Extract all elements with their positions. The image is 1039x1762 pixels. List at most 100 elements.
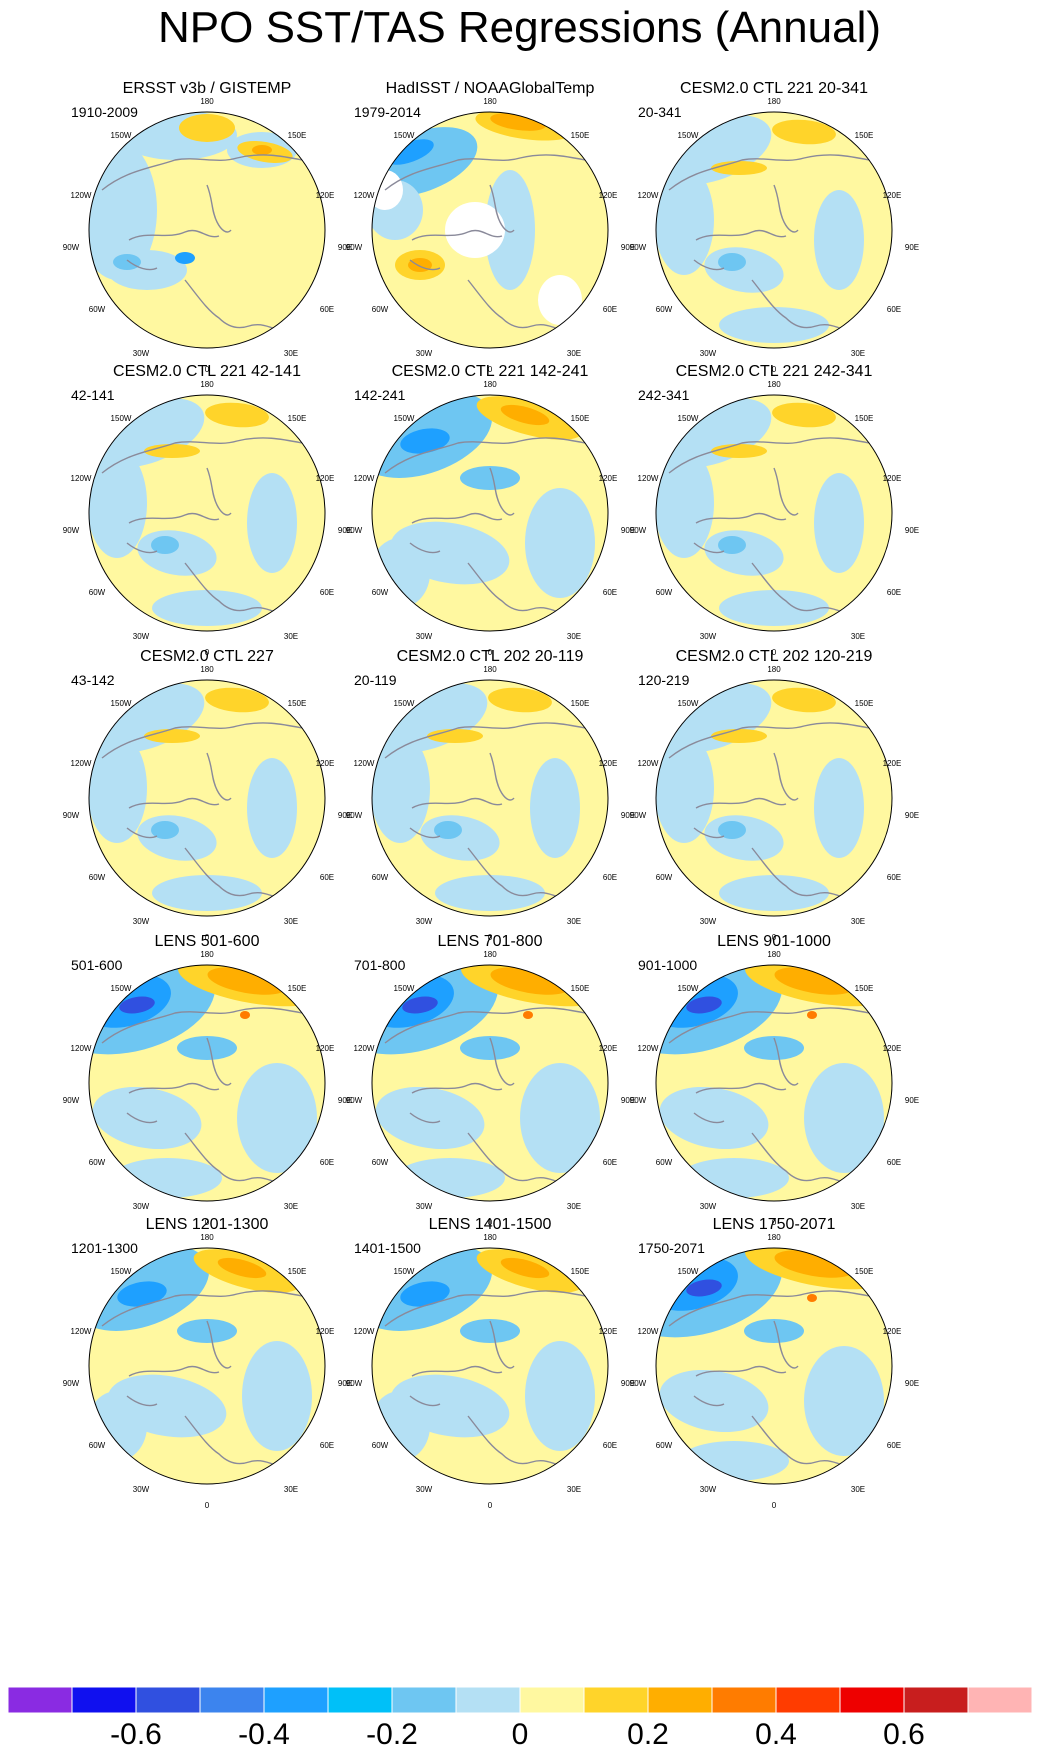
- longitude-label: 150W: [678, 1267, 699, 1276]
- longitude-label: 0: [772, 1501, 777, 1510]
- longitude-label: 120E: [883, 1044, 902, 1053]
- longitude-label: 150W: [111, 984, 132, 993]
- colorbar-swatch: [135, 1687, 201, 1713]
- longitude-label: 120W: [71, 474, 92, 483]
- panel-title: CESM2.0 CTL 221 242-341: [675, 363, 873, 380]
- anomaly-region: [500, 404, 550, 426]
- colorbar-label: 0.2: [627, 1718, 669, 1751]
- anomaly-region: [112, 1158, 222, 1198]
- colorbar-label: 0.4: [755, 1718, 797, 1751]
- panel-title: CESM2.0 CTL 227: [140, 648, 274, 665]
- anomaly-region: [89, 1391, 147, 1461]
- longitude-label: 30E: [851, 917, 865, 926]
- coastline: [101, 154, 303, 191]
- longitude-label: 180: [767, 97, 781, 106]
- coastline: [467, 279, 573, 335]
- longitude-label: 150W: [678, 131, 699, 140]
- coastline: [384, 437, 586, 474]
- longitude-label: 30W: [700, 349, 717, 358]
- longitude-label: 60W: [89, 873, 106, 882]
- coastline: [411, 512, 503, 524]
- longitude-label: 150W: [394, 131, 415, 140]
- longitude-label: 180: [767, 1233, 781, 1242]
- longitude-label: 120W: [638, 759, 659, 768]
- anomaly-region: [488, 687, 552, 713]
- longitude-label: 60W: [656, 873, 673, 882]
- anomaly-region: [395, 1158, 505, 1198]
- panel-title: LENS 1201-1300: [145, 1216, 269, 1233]
- coastline: [384, 722, 586, 759]
- longitude-label: 150W: [111, 699, 132, 708]
- polar-map: 180 150E 120E 90E 60E 30E 0 30W 60W 90W 120W 150W: [346, 380, 635, 657]
- anomaly-region: [772, 119, 836, 145]
- anomaly-region: [205, 402, 269, 428]
- longitude-label: 30W: [700, 1485, 717, 1494]
- longitude-label: 30E: [851, 1485, 865, 1494]
- longitude-label: 150E: [855, 131, 874, 140]
- longitude-label: 90W: [63, 811, 80, 820]
- longitude-label: 30W: [133, 1202, 150, 1211]
- panel-period: 242-341: [638, 387, 690, 403]
- longitude-label: 120W: [71, 1327, 92, 1336]
- colorbar-swatch: [519, 1687, 585, 1713]
- longitude-label: 90W: [630, 526, 647, 535]
- longitude-label: 180: [200, 665, 214, 674]
- longitude-label: 90E: [338, 526, 352, 535]
- anomaly-region: [656, 165, 714, 275]
- map-border: [371, 111, 609, 349]
- coastline: [206, 752, 232, 801]
- map-border: [655, 964, 893, 1202]
- coastline: [668, 1007, 870, 1044]
- map-panel: 180 150E 120E 90E 60E 30E 0 30W 60W 90W 120W 150W CE…: [340, 648, 640, 948]
- panel-title: LENS 501-600: [154, 933, 260, 950]
- coastline: [409, 1112, 441, 1124]
- anomaly-region: [719, 875, 829, 911]
- longitude-label: 150E: [288, 984, 307, 993]
- coastline: [126, 1112, 158, 1124]
- coastline: [128, 1082, 220, 1094]
- longitude-label: 30W: [416, 349, 433, 358]
- anomaly-region: [719, 307, 829, 343]
- coastline: [751, 279, 857, 335]
- longitude-label: 150E: [571, 699, 590, 708]
- longitude-label: 120E: [599, 1044, 618, 1053]
- coastline: [489, 184, 515, 233]
- anomaly-region: [386, 139, 434, 165]
- longitude-label: 150W: [394, 984, 415, 993]
- longitude-label: 60E: [603, 873, 617, 882]
- coastline: [668, 437, 870, 474]
- longitude-label: 150W: [678, 699, 699, 708]
- map-border: [655, 1247, 893, 1485]
- anomaly-region: [656, 448, 714, 558]
- map-panel: 180 150E 120E 90E 60E 30E 0 30W 60W 90W 120W 150W CE…: [624, 363, 924, 663]
- coastline: [751, 1132, 857, 1188]
- longitude-label: 120W: [638, 1327, 659, 1336]
- anomaly-region: [711, 161, 767, 175]
- longitude-label: 90W: [630, 1096, 647, 1105]
- longitude-label: 180: [767, 380, 781, 389]
- anomaly-region: [814, 473, 864, 573]
- map-border: [371, 1247, 609, 1485]
- longitude-label: 30E: [567, 1202, 581, 1211]
- anomaly-region: [686, 996, 722, 1014]
- anomaly-region: [656, 733, 714, 843]
- longitude-label: 150E: [855, 984, 874, 993]
- anomaly-region: [744, 1319, 804, 1343]
- longitude-label: 60E: [320, 1158, 334, 1167]
- longitude-label: 60W: [372, 1158, 389, 1167]
- coastline: [693, 1112, 725, 1124]
- polar-map: 180 150E 120E 90E 60E 30E 0 30W 60W 90W 120W 150W: [346, 1233, 635, 1510]
- longitude-label: 30E: [567, 632, 581, 641]
- longitude-label: 180: [200, 950, 214, 959]
- coastline: [773, 752, 799, 801]
- anomaly-region: [151, 536, 179, 554]
- longitude-label: 0: [488, 1218, 493, 1227]
- coastline: [384, 154, 586, 191]
- longitude-label: 90W: [63, 1096, 80, 1105]
- map-panel: 180 150E 120E 90E 60E 30E 0 30W 60W 90W 120W 150W CE…: [57, 363, 357, 663]
- coastline: [384, 1007, 586, 1044]
- map-border: [655, 394, 893, 632]
- longitude-label: 30W: [416, 632, 433, 641]
- coastline: [467, 847, 573, 903]
- panel-period: 42-141: [71, 387, 115, 403]
